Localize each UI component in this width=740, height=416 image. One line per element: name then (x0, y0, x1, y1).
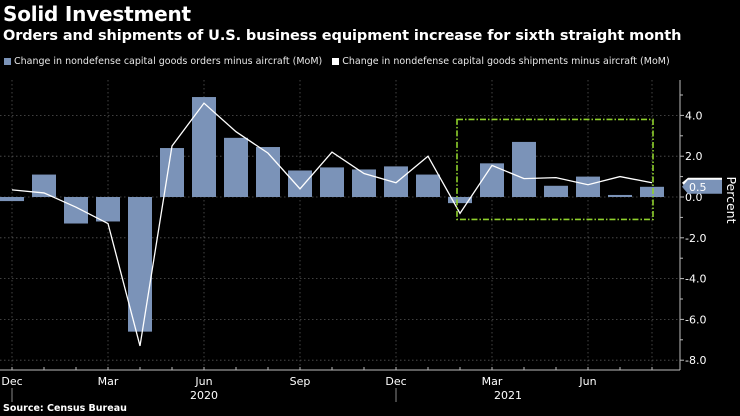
chart-subtitle: Orders and shipments of U.S. business eq… (3, 28, 682, 44)
bar-may-2020 (160, 148, 184, 197)
bar-sep-2020 (288, 170, 312, 197)
bar-jul-2021 (608, 194, 632, 197)
shipments-line (11, 102, 653, 347)
y-tick-label: -6.0 (685, 313, 706, 326)
bar-aug-2020 (256, 147, 280, 197)
y-tick-label: 2.0 (685, 150, 703, 163)
bar-dec-2019 (0, 197, 24, 202)
legend-label-orders: Change in nondefense capital goods order… (14, 56, 323, 67)
bar-apr-2021 (512, 141, 536, 197)
last-value-tag-orders (682, 179, 722, 194)
legend-swatch-orders (4, 58, 11, 65)
x-tick-label: Dec (1, 375, 22, 388)
source-note: Source: Census Bureau (3, 403, 127, 414)
y-tick-label: -4.0 (685, 273, 706, 286)
legend-item-shipments: Change in nondefense capital goods shipm… (332, 56, 670, 67)
bar-oct-2020 (320, 167, 344, 197)
axes: 4.0 2.0 0.0 -2.0 -4.0 -6.0 -8.0 Percent Dec Mar Ju… (0, 80, 739, 402)
bar-jun-2021 (576, 176, 600, 197)
bar-aug-2021 (640, 186, 664, 197)
bar-jun-2020 (192, 97, 216, 197)
legend: Change in nondefense capital goods order… (4, 56, 670, 67)
y-tick-label: -8.0 (685, 354, 706, 367)
legend-label-shipments: Change in nondefense capital goods shipm… (342, 56, 670, 67)
bar-feb-2020 (64, 197, 88, 224)
bar-jul-2020 (224, 137, 248, 197)
bar-jan-2021 (416, 174, 440, 197)
y-axis-title: Percent (724, 176, 739, 223)
y-tick-label: 4.0 (685, 109, 703, 122)
annotations (456, 118, 654, 221)
x-tick-label: Dec (385, 375, 406, 388)
y-tick-label: -2.0 (685, 232, 706, 245)
last-value-label-orders: 0.5 (689, 181, 707, 194)
y-tick-label: 0.0 (685, 191, 703, 204)
chart-title: Solid Investment (3, 2, 191, 26)
x-tick-label: Mar (98, 375, 119, 388)
x-tick-label: Sep (290, 375, 311, 388)
bar-jan-2020 (32, 174, 56, 197)
x-tick-label: Jun (194, 375, 212, 388)
bar-mar-2020 (96, 197, 120, 222)
bar-series-orders (0, 97, 664, 332)
line-series-shipments (11, 102, 653, 347)
x-year-label: 2021 (494, 389, 522, 402)
x-tick-label: Mar (482, 375, 503, 388)
legend-item-orders: Change in nondefense capital goods order… (4, 56, 322, 67)
bar-apr-2020 (128, 197, 152, 332)
bar-may-2021 (544, 185, 568, 197)
legend-swatch-shipments (332, 58, 340, 65)
x-year-label: 2020 (190, 389, 218, 402)
last-value-tags: 0.5 (682, 177, 722, 194)
x-tick-label: Jun (578, 375, 596, 388)
highlight-box (456, 118, 654, 221)
bar-feb-2021 (448, 197, 472, 204)
bar-dec-2020 (384, 166, 408, 197)
gridlines (0, 80, 680, 370)
